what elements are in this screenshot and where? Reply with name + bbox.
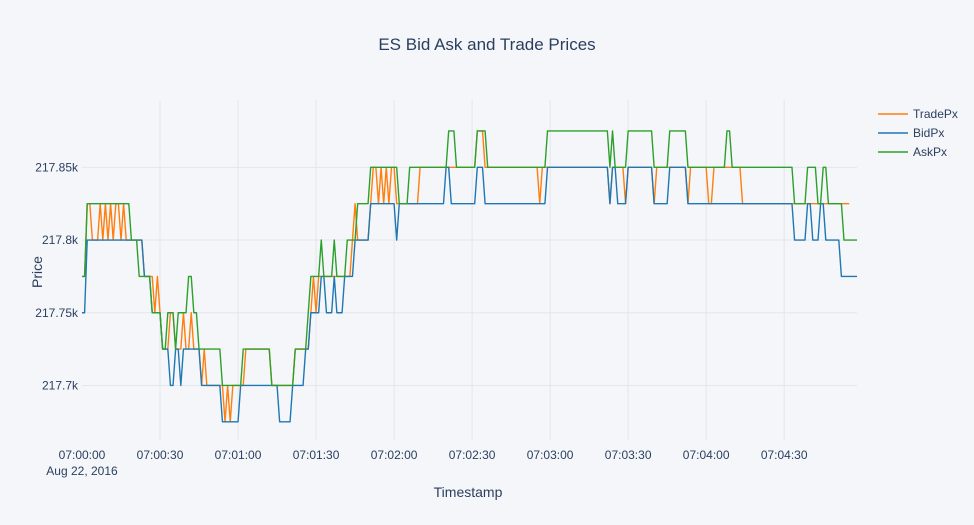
legend-item-bidpx[interactable]: BidPx [878, 126, 944, 140]
legend-label: BidPx [913, 126, 944, 140]
x-tick-label: 07:01:00 [215, 448, 262, 462]
x-tick-label: 07:04:30 [761, 448, 808, 462]
legend-label: TradePx [913, 107, 958, 121]
x-axis-title: Timestamp [434, 484, 503, 500]
y-tick-label: 217.75k [35, 306, 79, 320]
x-tick-labels: 07:00:00 Aug 22, 2016 07:00:30 07:01:00 07:0… [46, 448, 808, 478]
y-tick-labels: 217.7k 217.75k 217.8k 217.85k [35, 160, 79, 392]
y-tick-label: 217.7k [42, 378, 79, 392]
legend-item-tradepx[interactable]: TradePx [878, 107, 958, 121]
legend-label: AskPx [913, 145, 947, 159]
grid [82, 100, 857, 440]
x-tick-label: 07:04:00 [683, 448, 730, 462]
x-tick-label: 07:03:30 [605, 448, 652, 462]
series-line-askpx[interactable] [82, 130, 857, 387]
y-tick-label: 217.8k [42, 233, 79, 247]
x-tick-label: 07:01:30 [293, 448, 340, 462]
x-tick-date-label: Aug 22, 2016 [46, 464, 118, 478]
x-tick-label: 07:02:00 [371, 448, 418, 462]
x-tick-label: 07:02:30 [449, 448, 496, 462]
y-tick-label: 217.85k [35, 160, 79, 174]
y-axis-title: Price [29, 256, 45, 288]
x-tick-label: 07:00:30 [137, 448, 184, 462]
legend-item-askpx[interactable]: AskPx [878, 145, 947, 159]
chart-title: ES Bid Ask and Trade Prices [378, 35, 595, 54]
x-tick-label: 07:00:00 [59, 448, 106, 462]
x-tick-label: 07:03:00 [527, 448, 574, 462]
legend[interactable]: TradePx BidPx AskPx [878, 107, 958, 159]
series-lines [82, 130, 857, 423]
series-line-bidpx[interactable] [82, 166, 857, 423]
